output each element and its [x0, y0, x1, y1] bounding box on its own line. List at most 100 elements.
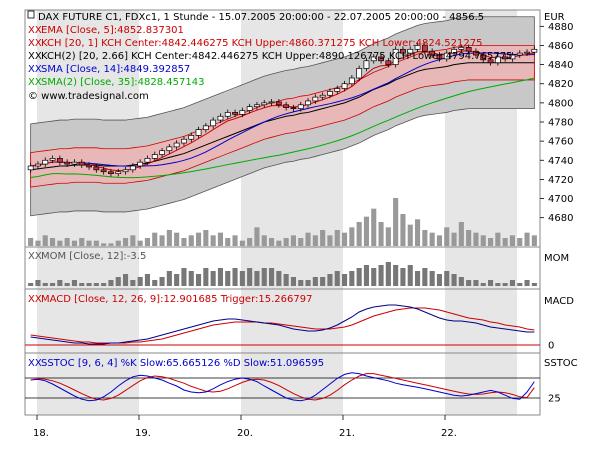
mom-bar	[393, 265, 399, 286]
volume-bar	[225, 238, 231, 246]
price-legend: DAX FUTURE C1, FDXc1, 1 Stunde - 15.07.2…	[27, 10, 565, 102]
candle	[239, 110, 246, 115]
y-tick-label: 4680	[548, 213, 573, 224]
volume-bar	[130, 235, 136, 246]
mom-bar	[268, 268, 275, 286]
mom-bar	[93, 283, 99, 286]
candle	[421, 45, 428, 52]
candle	[275, 101, 282, 106]
candle	[224, 112, 231, 117]
candle	[232, 112, 238, 115]
mom-bar	[458, 277, 464, 286]
candle	[524, 51, 530, 54]
mom-bar	[188, 271, 194, 286]
mom-bar	[108, 280, 114, 286]
volume-bar	[64, 238, 70, 246]
mom-bar	[531, 283, 537, 286]
candle	[49, 157, 56, 161]
candle	[78, 161, 85, 166]
volume-bar	[28, 238, 34, 246]
mom-bar	[210, 271, 216, 286]
candle	[392, 48, 399, 65]
candle	[458, 47, 465, 50]
candle	[173, 142, 180, 148]
mom-bar	[239, 271, 245, 286]
volume-bar	[239, 240, 245, 246]
x-mark-icon: XX	[28, 358, 42, 369]
y-tick-label: 4740	[548, 156, 573, 167]
candle	[429, 50, 436, 56]
mom-bar	[130, 280, 136, 286]
x-mark-icon: XX	[28, 38, 42, 49]
candle	[137, 161, 144, 167]
mom-bar	[371, 268, 377, 286]
volume-bar	[217, 232, 224, 246]
volume-bar	[188, 235, 194, 246]
candle	[516, 52, 523, 56]
volume-bar	[71, 240, 78, 246]
mom-bar	[232, 268, 238, 286]
y-tick-label: 4760	[548, 137, 573, 148]
volume-bar	[290, 235, 297, 246]
mom-bar	[276, 271, 282, 286]
legend-mom: MOM [Close, 12]:-3.5	[41, 251, 146, 262]
volume-bar	[152, 232, 158, 246]
volume-bar	[247, 238, 253, 246]
volume-bar	[393, 198, 399, 246]
mom-bar	[49, 283, 56, 286]
volume-bar	[181, 238, 187, 246]
volume-bar	[356, 222, 362, 246]
y-tick-label: 4840	[548, 60, 573, 71]
candle	[509, 54, 516, 60]
mom-bar	[487, 280, 494, 286]
candle	[108, 171, 114, 175]
mom-bar	[225, 271, 231, 286]
volume-bar	[436, 235, 443, 246]
volume-bar	[101, 243, 107, 246]
mom-bar	[28, 283, 34, 286]
mom-bar	[320, 277, 326, 286]
candle	[465, 47, 472, 52]
volume-bar	[451, 232, 457, 246]
volume-bar	[122, 238, 129, 246]
volume-bar	[466, 230, 472, 246]
candle	[144, 157, 151, 163]
candle	[385, 60, 392, 65]
candle	[35, 163, 41, 167]
mom-bar	[261, 268, 267, 286]
candle	[100, 169, 107, 173]
candle	[56, 157, 63, 163]
mom-bar	[298, 280, 304, 286]
y-tick-label: 4880	[548, 22, 573, 33]
mom-bar	[35, 280, 41, 286]
volume-bar	[422, 230, 428, 246]
y-tick-label: 4780	[548, 118, 573, 129]
macd-axis-label: MACD	[544, 296, 574, 307]
volume-bar	[363, 216, 370, 246]
mom-bar	[327, 274, 333, 286]
candle	[129, 165, 136, 171]
volume-bar	[93, 240, 99, 246]
x-mark-icon: XX	[28, 64, 42, 75]
candle	[473, 50, 479, 56]
mom-bar	[312, 277, 318, 286]
candle	[261, 102, 268, 106]
sstoc-legend: XX SSTOC [9, 6, 4] %K Slow:65.665126 %D …	[28, 358, 578, 369]
volume-bar	[334, 230, 340, 246]
ema-line	[30, 50, 535, 172]
mom-bar	[115, 277, 121, 286]
mom-bar	[86, 283, 92, 286]
y-tick-label: 4860	[548, 41, 573, 52]
mom-bar	[101, 283, 107, 286]
volume-bar	[378, 222, 384, 246]
mom-bar	[290, 277, 297, 286]
checkbox-icon[interactable]	[27, 10, 35, 19]
volume-bar	[444, 227, 450, 246]
candle	[195, 129, 202, 136]
mom-bar	[42, 283, 48, 286]
mom-bar	[502, 283, 508, 286]
mom-bar	[444, 271, 450, 286]
volume-bar	[86, 240, 92, 246]
volume-bar	[49, 238, 56, 246]
